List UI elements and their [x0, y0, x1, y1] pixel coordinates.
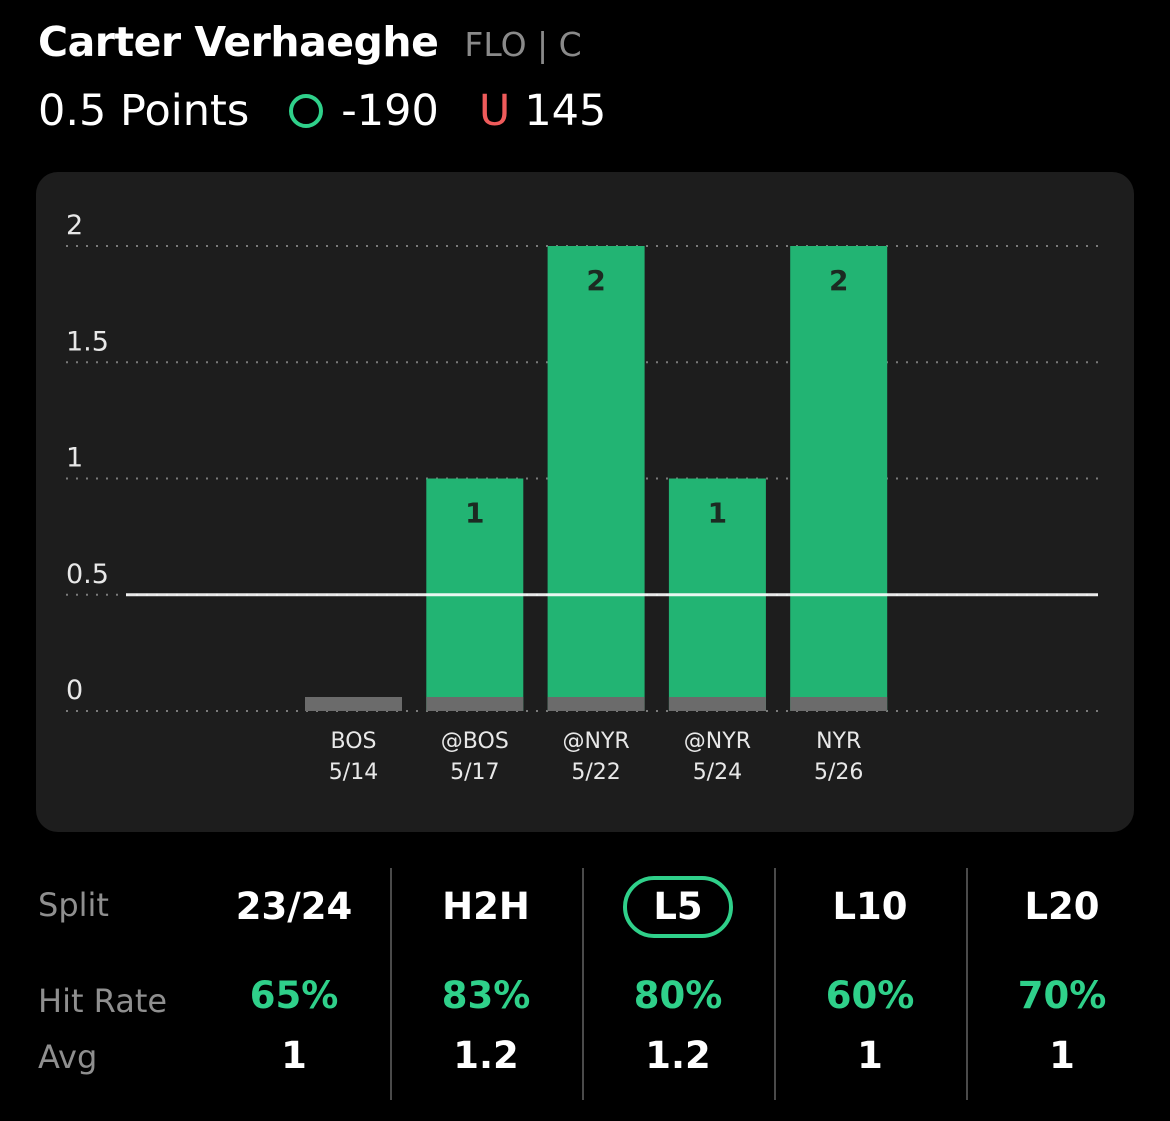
under-symbol: U: [478, 86, 511, 136]
bar-base: [668, 697, 766, 711]
prop-line-row: 0.5 Points -190 U 145: [38, 80, 1138, 142]
bar-data-label: 1: [465, 497, 484, 530]
split-column-2324[interactable]: 23/24 65% 1: [198, 862, 390, 1102]
avg-value: 1.2: [453, 1034, 519, 1077]
column-divider: [390, 868, 392, 1100]
over-odds-button[interactable]: -190: [289, 86, 439, 136]
bar: [547, 246, 645, 711]
hit-rate-row-label: Hit Rate: [38, 982, 168, 1020]
split-column-l5[interactable]: L5 80% 1.2: [582, 862, 774, 1102]
x-tick-label: @BOS: [441, 729, 509, 754]
over-circle-icon: [289, 94, 324, 128]
split-tab-label: L20: [1024, 885, 1100, 928]
y-tick-label: 0: [66, 675, 83, 706]
over-odds: -190: [341, 86, 439, 136]
y-tick-label: 1: [66, 443, 83, 474]
header: Carter Verhaeghe FLO | C 0.5 Points -190…: [38, 18, 1138, 142]
bar-base: [547, 697, 645, 711]
avg-row-label: Avg: [38, 1038, 98, 1076]
split-tab-label: H2H: [442, 885, 530, 928]
x-tick-label: @NYR: [684, 729, 751, 754]
avg-value: 1: [857, 1034, 883, 1077]
bar-data-label: 2: [829, 264, 848, 297]
player-name: Carter Verhaeghe: [38, 18, 439, 66]
under-odds: 145: [524, 86, 607, 136]
x-tick-label: NYR: [816, 729, 861, 754]
hit-rate-value: 80%: [633, 974, 723, 1017]
x-tick-label: BOS: [331, 729, 377, 754]
bar-chart: 0 0.5 1 1.5 2 BOS 5/14 1 @BOS 5/17 2 @NYR 5/22 1 @NYR 5…: [66, 210, 1104, 785]
hit-rate-value: 60%: [825, 974, 915, 1017]
bar-base: [305, 697, 402, 711]
split-column-l10[interactable]: L10 60% 1: [774, 862, 966, 1102]
avg-value: 1.2: [645, 1034, 711, 1077]
column-divider: [774, 868, 776, 1100]
split-tab[interactable]: L10: [774, 876, 966, 934]
split-row-label: Split: [38, 886, 109, 924]
x-tick-label-date: 5/17: [450, 760, 499, 785]
under-odds-button[interactable]: U 145: [479, 86, 607, 136]
x-tick-label-date: 5/26: [814, 760, 863, 785]
y-tick-label: 2: [66, 210, 83, 241]
title-row: Carter Verhaeghe FLO | C: [38, 18, 1138, 74]
hit-rate-value: 83%: [441, 974, 531, 1017]
split-column-l20[interactable]: L20 70% 1: [966, 862, 1158, 1102]
column-divider: [582, 868, 584, 1100]
split-tab[interactable]: H2H: [390, 876, 582, 934]
bar: [790, 246, 888, 711]
bar-data-label: 1: [708, 497, 727, 530]
split-tab-label: L5: [623, 876, 733, 938]
split-tab[interactable]: L20: [966, 876, 1158, 934]
x-tick-label-date: 5/14: [329, 760, 378, 785]
avg-value: 1: [1049, 1034, 1075, 1077]
column-divider: [966, 868, 968, 1100]
chart-card: 0 0.5 1 1.5 2 BOS 5/14 1 @BOS 5/17 2 @NYR 5/22 1 @NYR 5…: [36, 172, 1134, 832]
y-tick-label: 0.5: [66, 559, 109, 590]
bar-base: [790, 697, 888, 711]
prop-label: 0.5 Points: [38, 86, 250, 136]
avg-value: 1: [281, 1034, 307, 1077]
x-tick-label: @NYR: [563, 729, 630, 754]
bar-base: [426, 697, 524, 711]
split-column-h2h[interactable]: H2H 83% 1.2: [390, 862, 582, 1102]
hit-rate-value: 70%: [1017, 974, 1107, 1017]
team-position: FLO | C: [464, 25, 582, 64]
y-tick-label: 1.5: [66, 326, 109, 357]
bar-data-label: 2: [586, 264, 605, 297]
split-tab-label: 23/24: [235, 885, 353, 928]
x-tick-label-date: 5/24: [693, 760, 742, 785]
split-tab-label: L10: [832, 885, 908, 928]
hit-rate-value: 65%: [249, 974, 339, 1017]
split-tab-active[interactable]: L5: [582, 876, 774, 938]
splits-table: Split Hit Rate Avg 23/24 65% 1 H2H 83% 1…: [0, 862, 1170, 1112]
x-tick-label-date: 5/22: [571, 760, 620, 785]
split-tab[interactable]: 23/24: [198, 876, 390, 934]
